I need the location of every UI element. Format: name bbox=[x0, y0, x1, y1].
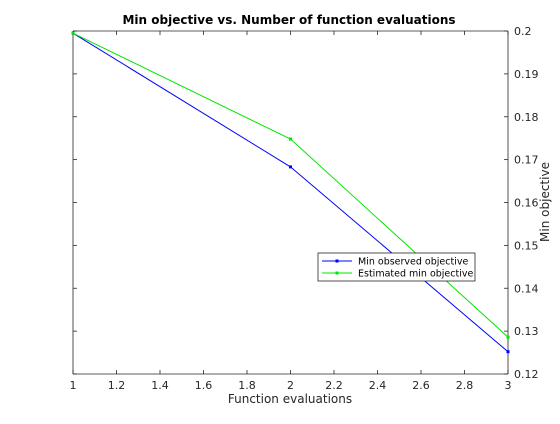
x-tick-label: 1.8 bbox=[238, 379, 256, 392]
y-tick-label: 0.18 bbox=[514, 111, 539, 124]
legend-box bbox=[317, 252, 476, 282]
x-tick-label: 2 bbox=[287, 379, 294, 392]
chart-title: Min objective vs. Number of function eva… bbox=[122, 13, 455, 27]
plot-area bbox=[73, 31, 508, 374]
legend-label: Estimated min objective bbox=[358, 269, 473, 280]
legend-swatch-marker bbox=[335, 259, 339, 263]
x-tick-label: 1.4 bbox=[151, 379, 169, 392]
y-tick-label: 0.15 bbox=[514, 239, 539, 252]
x-tick-label: 2.8 bbox=[456, 379, 474, 392]
y-tick-label: 0.13 bbox=[514, 325, 539, 338]
y-axis-label: Min objective bbox=[538, 162, 552, 242]
legend-entry: Min observed objective bbox=[322, 257, 468, 268]
x-tick-label: 2.6 bbox=[412, 379, 430, 392]
y-tick-label: 0.14 bbox=[514, 282, 539, 295]
x-tick-label: 3 bbox=[505, 379, 512, 392]
y-tick-label: 0.17 bbox=[514, 154, 539, 167]
axes: 1 1.2 1.4 1.6 1.8 2 2.2 2.4 2.6 2.8 30.12 0.13 0.14 0… bbox=[70, 25, 539, 392]
y-tick-label: 0.12 bbox=[514, 368, 539, 381]
x-axis-label: Function evaluations bbox=[228, 392, 352, 406]
legend-entry: Estimated min objective bbox=[322, 269, 473, 280]
y-tick-label: 0.2 bbox=[514, 25, 532, 38]
data-point bbox=[289, 137, 292, 141]
y-tick-label: 0.16 bbox=[514, 197, 539, 210]
data-point bbox=[506, 350, 510, 354]
x-tick-label: 2.4 bbox=[369, 379, 387, 392]
legend-swatch-marker bbox=[335, 271, 339, 275]
data-point bbox=[71, 31, 75, 35]
data-point bbox=[506, 335, 510, 339]
x-tick-label: 1.2 bbox=[108, 379, 126, 392]
y-tick-label: 0.19 bbox=[514, 68, 539, 81]
data-point bbox=[289, 165, 292, 169]
x-tick-label: 1.6 bbox=[195, 379, 213, 392]
legend-label: Min observed objective bbox=[358, 257, 468, 268]
x-tick-label: 2.2 bbox=[325, 379, 343, 392]
x-tick-label: 1 bbox=[70, 379, 77, 392]
